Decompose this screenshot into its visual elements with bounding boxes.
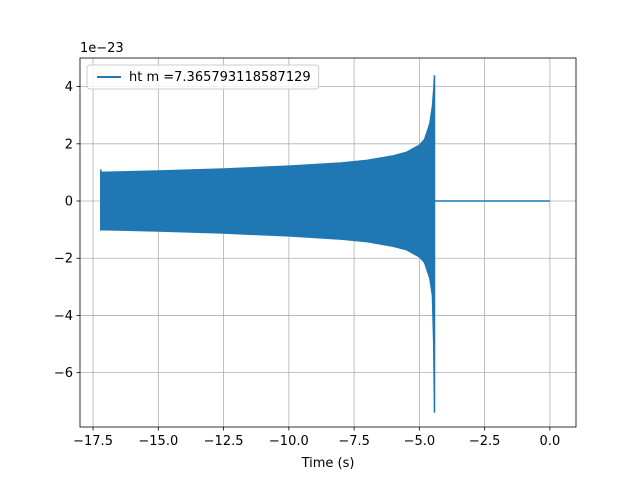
legend: ht m =7.365793118587129	[86, 64, 320, 90]
series-waveform	[100, 75, 436, 413]
y-tick-label: 4	[65, 80, 73, 95]
x-tick-label: −5.0	[404, 434, 436, 449]
x-tick-label: −7.5	[338, 434, 370, 449]
y-tick-label: −4	[54, 309, 73, 324]
legend-entry: ht m =7.365793118587129	[129, 70, 311, 85]
y-tick-label: 0	[65, 195, 73, 210]
legend-box	[86, 64, 320, 90]
plot-area	[100, 75, 550, 413]
y-tick-label: −6	[54, 366, 73, 381]
grid	[80, 58, 576, 427]
x-tick-label: −10.0	[269, 434, 309, 449]
y-axis: −6 −4 −2 0 2 4	[54, 80, 80, 381]
x-axis-label: Time (s)	[301, 456, 355, 471]
y-offset-label: 1e−23	[80, 41, 124, 56]
x-tick-label: −2.5	[469, 434, 501, 449]
y-tick-label: 2	[65, 137, 73, 152]
x-tick-label: −15.0	[138, 434, 178, 449]
axes-frame	[79, 57, 577, 428]
x-tick-label: −12.5	[204, 434, 244, 449]
y-tick-label: −2	[54, 252, 73, 267]
x-tick-label: −17.5	[73, 434, 113, 449]
x-axis: −17.5 −15.0 −12.5 −10.0 −7.5 −5.0 −2.5 0.0	[73, 427, 560, 449]
x-tick-label: 0.0	[540, 434, 561, 449]
